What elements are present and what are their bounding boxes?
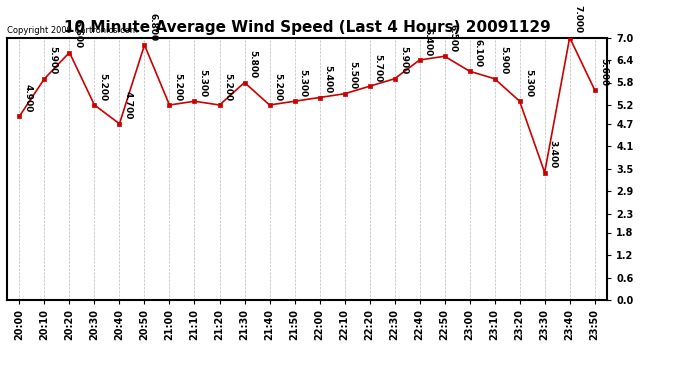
Title: 10 Minute Average Wind Speed (Last 4 Hours) 20091129: 10 Minute Average Wind Speed (Last 4 Hou… [63, 20, 551, 35]
Text: 6.400: 6.400 [424, 28, 433, 56]
Text: 5.900: 5.900 [499, 46, 508, 75]
Text: 6.100: 6.100 [474, 39, 483, 67]
Text: 5.900: 5.900 [399, 46, 408, 75]
Text: 5.500: 5.500 [348, 62, 357, 90]
Text: 5.200: 5.200 [274, 73, 283, 101]
Text: Copyright 2009 Cartronics.com: Copyright 2009 Cartronics.com [7, 26, 138, 35]
Text: 5.800: 5.800 [248, 50, 257, 78]
Text: 5.200: 5.200 [99, 73, 108, 101]
Text: 5.300: 5.300 [199, 69, 208, 97]
Text: 5.200: 5.200 [174, 73, 183, 101]
Text: 5.900: 5.900 [48, 46, 57, 75]
Text: 5.700: 5.700 [374, 54, 383, 82]
Text: 5.300: 5.300 [299, 69, 308, 97]
Text: 5.200: 5.200 [224, 73, 233, 101]
Text: 5.300: 5.300 [524, 69, 533, 97]
Text: 6.500: 6.500 [448, 24, 457, 52]
Text: 4.900: 4.900 [23, 84, 32, 112]
Text: 7.000: 7.000 [574, 5, 583, 33]
Text: 3.400: 3.400 [549, 140, 558, 168]
Text: 4.700: 4.700 [124, 91, 132, 120]
Text: 6.600: 6.600 [74, 20, 83, 48]
Text: 5.600: 5.600 [599, 58, 608, 86]
Text: 5.400: 5.400 [324, 65, 333, 93]
Text: 6.800: 6.800 [148, 13, 157, 41]
